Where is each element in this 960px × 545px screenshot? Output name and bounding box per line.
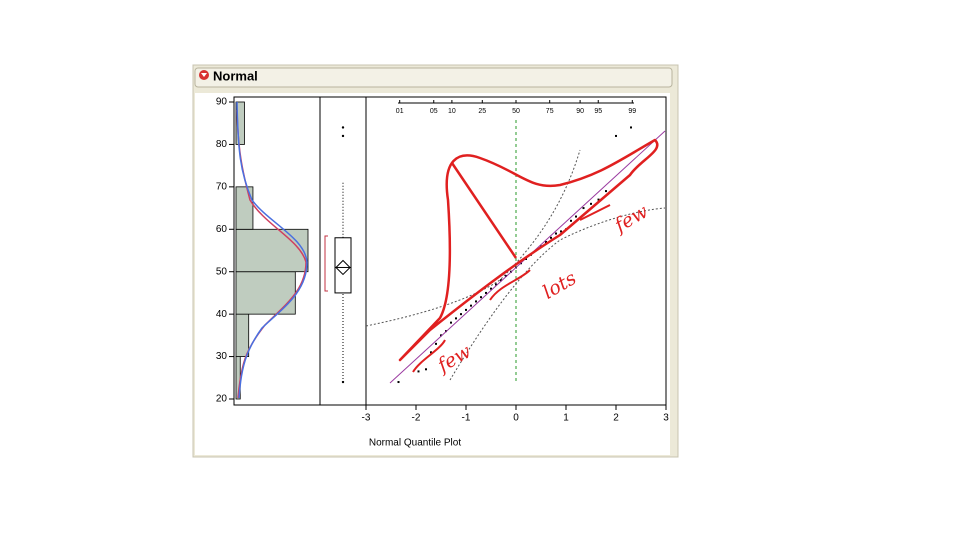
data-point bbox=[430, 351, 432, 354]
disclosure-arrow bbox=[201, 73, 207, 77]
data-point bbox=[605, 190, 607, 193]
data-point bbox=[590, 202, 592, 205]
data-point bbox=[475, 300, 477, 303]
data-point bbox=[490, 287, 492, 290]
outlier bbox=[341, 134, 345, 138]
top-tick-label: 99 bbox=[628, 108, 636, 115]
data-point bbox=[460, 313, 462, 316]
mean-diamond bbox=[335, 259, 351, 276]
x-tick-label: -1 bbox=[462, 413, 471, 424]
top-tick-label: 95 bbox=[594, 108, 602, 115]
y-tick-label: 80 bbox=[216, 139, 228, 150]
top-tick-label: 10 bbox=[448, 108, 456, 115]
top-tick-label: 01 bbox=[396, 108, 404, 115]
data-point bbox=[550, 236, 552, 239]
data-point bbox=[597, 198, 600, 201]
handwritten-sketch bbox=[398, 138, 659, 362]
data-point bbox=[425, 368, 427, 371]
data-point bbox=[570, 219, 572, 222]
point bbox=[341, 380, 345, 384]
top-tick-label: 50 bbox=[512, 108, 520, 115]
top-tick-label: 75 bbox=[546, 108, 554, 115]
outlier bbox=[341, 126, 345, 129]
histogram-bar bbox=[235, 186, 254, 230]
data-point bbox=[397, 381, 400, 384]
top-tick-label: 25 bbox=[478, 108, 486, 115]
data-point bbox=[582, 207, 585, 210]
data-point bbox=[417, 370, 420, 373]
data-point bbox=[630, 126, 632, 129]
y-tick-label: 60 bbox=[216, 224, 228, 235]
x-tick-label: 0 bbox=[513, 413, 519, 424]
top-tick-label: 05 bbox=[430, 108, 438, 115]
data-point bbox=[545, 241, 547, 244]
data-point bbox=[480, 296, 482, 299]
data-point bbox=[555, 232, 557, 235]
x-tick-label: 3 bbox=[663, 413, 669, 424]
data-point bbox=[560, 230, 562, 233]
panel-header[interactable] bbox=[194, 67, 673, 88]
data-point bbox=[440, 334, 442, 337]
top-tick-label: 90 bbox=[576, 108, 584, 115]
y-tick-label: 40 bbox=[216, 309, 228, 320]
x-tick-label: -2 bbox=[412, 413, 421, 424]
y-tick-label: 50 bbox=[216, 266, 228, 277]
data-point bbox=[435, 342, 437, 345]
data-point bbox=[485, 291, 487, 294]
data-point bbox=[615, 134, 617, 137]
data-point bbox=[450, 321, 452, 324]
data-point bbox=[470, 304, 472, 307]
histogram-bar bbox=[235, 271, 296, 315]
histogram-bar bbox=[235, 313, 250, 357]
box bbox=[334, 237, 352, 294]
x-tick-label: -3 bbox=[362, 413, 371, 424]
data-point bbox=[495, 283, 497, 286]
y-tick-label: 30 bbox=[216, 351, 228, 362]
histogram-bar bbox=[235, 228, 309, 273]
y-tick-label: 90 bbox=[216, 97, 228, 108]
y-tick-label: 20 bbox=[216, 394, 228, 405]
data-point bbox=[575, 215, 577, 218]
histogram-bar bbox=[235, 101, 245, 145]
fit-curve-blue bbox=[236, 101, 308, 399]
panel-title: Normal bbox=[213, 68, 258, 83]
data-point bbox=[505, 274, 507, 277]
x-tick-label: 2 bbox=[613, 413, 619, 424]
x-tick-label: 1 bbox=[563, 413, 569, 424]
data-point bbox=[465, 308, 467, 311]
confidence-band-lower bbox=[449, 207, 666, 381]
shortest-half bbox=[324, 235, 328, 292]
y-tick-label: 70 bbox=[216, 181, 228, 192]
data-point bbox=[455, 317, 457, 320]
data-point bbox=[500, 279, 502, 282]
handwritten-brackets bbox=[412, 204, 611, 373]
x-axis-title: Normal Quantile Plot bbox=[369, 438, 461, 449]
